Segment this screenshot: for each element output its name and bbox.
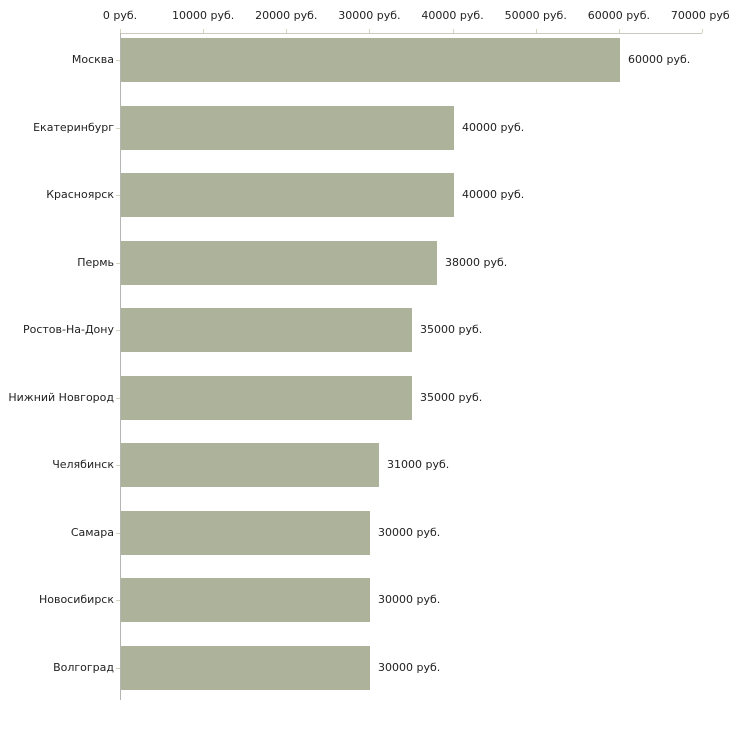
category-label: Самара [70,525,114,539]
x-axis-tick-mark [203,29,205,33]
category-label: Москва [71,53,114,66]
category-label: Челябинск [52,458,114,471]
category-tick-mark [116,397,120,399]
category-label: Новосибирск [38,593,114,606]
value-label: 30000 руб. [378,525,441,539]
bar [121,105,454,150]
category-tick-mark [116,127,120,129]
x-axis-tick-mark [120,29,121,33]
value-label: 35000 руб. [420,323,483,336]
x-axis-tick-label: 10000 руб. [172,9,235,22]
value-label: 40000 руб. [462,120,525,134]
value-label: 38000 руб. [445,255,508,269]
x-axis-tick-label: 20000 руб. [255,9,318,22]
category-tick-mark [116,600,120,601]
bar [121,240,437,285]
x-axis-tick-label: 70000 руб. [670,9,730,22]
x-axis-tick-mark [702,29,703,33]
category-tick-mark [116,195,120,196]
bar [121,443,379,487]
x-axis-tick-label: 60000 руб. [587,9,650,22]
category-label: Екатеринбург [33,120,114,134]
category-tick-mark [116,532,120,534]
value-label: 35000 руб. [420,390,483,404]
category-label: Ростов-На-Дону [22,323,114,336]
category-label: Нижний Новгород [8,390,114,404]
value-label: 30000 руб. [378,593,441,606]
y-axis-line [120,33,121,700]
value-label: 30000 руб. [378,660,441,674]
x-axis-tick-label: 50000 руб. [504,9,567,22]
x-axis-tick-mark [535,29,537,33]
x-axis-tick-mark [286,29,288,33]
bar [121,510,370,555]
value-label: 40000 руб. [462,188,525,201]
bar [121,645,370,690]
category-tick-mark [116,262,120,264]
x-axis-tick-mark [618,29,620,33]
category-label: Пермь [77,255,114,269]
bar [121,578,370,622]
bar [121,38,620,82]
value-label: 31000 руб. [387,458,450,471]
x-axis-tick-label: 0 руб. [102,9,138,22]
bar [121,375,412,420]
category-label: Волгоград [53,660,114,674]
x-axis-tick-mark [452,29,454,33]
category-label: Красноярск [46,188,114,201]
bar [121,173,454,217]
category-tick-mark [116,465,120,466]
value-label: 60000 руб. [628,53,691,66]
x-axis-tick-mark [369,29,371,33]
category-tick-mark [116,667,120,669]
bar [121,308,412,352]
x-axis-tick-label: 30000 руб. [338,9,401,22]
x-axis-tick-label: 40000 руб. [421,9,484,22]
category-tick-mark [116,330,120,331]
category-tick-mark [116,60,120,61]
x-axis-line [120,33,702,34]
